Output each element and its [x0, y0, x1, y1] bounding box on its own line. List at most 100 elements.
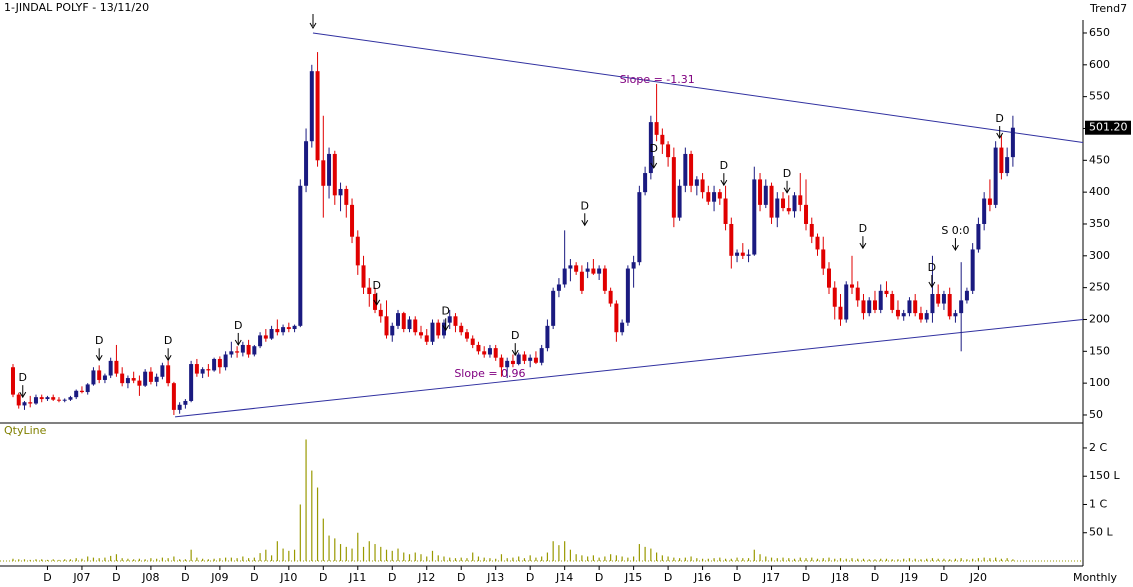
- x-tick-label: D: [802, 571, 810, 584]
- x-tick-label: D: [526, 571, 534, 584]
- x-tick-label: J15: [624, 571, 642, 584]
- candle-body: [28, 402, 33, 404]
- candle-body: [476, 344, 481, 352]
- y-tick-label: 100: [1089, 376, 1110, 389]
- signal-arrow-head: [650, 162, 658, 169]
- signal-label: D: [511, 329, 519, 342]
- candle-body: [763, 185, 768, 205]
- candle-body: [959, 300, 964, 314]
- signal-arrow-head: [373, 299, 381, 306]
- candle-body: [51, 397, 56, 400]
- candle-body: [401, 313, 406, 330]
- candle-body: [752, 179, 757, 255]
- y-tick-label: 450: [1089, 153, 1110, 166]
- signal-label: D: [581, 199, 589, 212]
- signal-arrow-head: [783, 187, 791, 194]
- candle-body: [424, 335, 429, 342]
- x-tick-label: J12: [417, 571, 435, 584]
- candle-body: [459, 325, 464, 333]
- y-tick-label: 1 C: [1089, 497, 1107, 510]
- candle-body: [982, 198, 987, 224]
- candle-body: [470, 338, 475, 345]
- candle-body: [827, 268, 832, 288]
- signal-label: D: [649, 142, 657, 155]
- candle-body: [568, 265, 573, 269]
- signal-arrow-head: [859, 242, 867, 250]
- x-tick-label: D: [457, 571, 465, 584]
- candle-body: [304, 141, 309, 186]
- signal-label: D: [95, 334, 103, 347]
- signal-arrow-head: [234, 339, 242, 346]
- candle-body: [338, 188, 343, 196]
- candle-body: [620, 322, 625, 333]
- candle-body: [39, 397, 44, 400]
- candle-body: [137, 380, 142, 386]
- candle-body: [746, 254, 751, 256]
- y-tick-label: 150 L: [1089, 469, 1120, 482]
- last-price-label: 501.20: [1089, 121, 1128, 134]
- signal-label: S 0:0: [941, 224, 969, 237]
- candle-body: [913, 300, 918, 314]
- candle-body: [499, 357, 504, 368]
- candle-body: [315, 71, 320, 161]
- candle-body: [332, 153, 337, 196]
- candle-body: [344, 188, 349, 205]
- candle-body: [1005, 157, 1010, 174]
- candle-body: [597, 268, 602, 274]
- candle-body: [16, 394, 21, 406]
- slope-label: Slope = -1.31: [620, 73, 695, 86]
- candle-body: [235, 351, 240, 353]
- candle-body: [895, 309, 900, 317]
- candle-body: [855, 287, 860, 301]
- x-tick-label: D: [733, 571, 741, 584]
- candle-body: [453, 316, 458, 326]
- x-tick-label: J14: [555, 571, 573, 584]
- candle-body: [217, 358, 222, 368]
- candle-body: [591, 268, 596, 274]
- y-tick-label: 650: [1089, 26, 1110, 39]
- candle-body: [45, 397, 50, 400]
- candle-body: [68, 397, 73, 400]
- signal-arrow-head: [928, 281, 936, 288]
- candle-body: [171, 383, 176, 410]
- candle-body: [361, 265, 366, 288]
- candle-body: [608, 290, 613, 304]
- candle-body: [849, 284, 854, 288]
- candle-body: [614, 303, 619, 333]
- candle-body: [396, 313, 401, 326]
- candle-body: [522, 354, 527, 361]
- signal-arrow-head: [442, 325, 450, 332]
- candle-body: [85, 384, 90, 393]
- candle-body: [91, 370, 96, 385]
- x-tick-label: J09: [210, 571, 228, 584]
- candle-body: [350, 204, 355, 237]
- signal-arrow-head: [581, 219, 589, 227]
- signal-label: D: [928, 261, 936, 274]
- candle-body: [482, 351, 487, 355]
- x-tick-label: J13: [486, 571, 504, 584]
- candle-body: [712, 192, 717, 202]
- candle-body: [884, 290, 889, 295]
- candle-body: [936, 294, 941, 304]
- candle-body: [625, 268, 630, 323]
- candle-body: [993, 147, 998, 205]
- candle-body: [183, 400, 188, 405]
- signal-label: D: [234, 319, 242, 332]
- candle-body: [671, 157, 676, 218]
- candle-body: [447, 316, 452, 323]
- y-tick-label: 300: [1089, 249, 1110, 262]
- signal-label: D: [441, 304, 449, 317]
- signal-arrow-head: [720, 179, 728, 187]
- candle-body: [861, 300, 866, 314]
- candle-body: [700, 179, 705, 193]
- x-tick-label: J11: [348, 571, 366, 584]
- y-tick-label: 200: [1089, 312, 1110, 325]
- candle-body: [286, 327, 291, 330]
- candle-body: [430, 322, 435, 342]
- candle-body: [545, 325, 550, 349]
- candle-body: [723, 198, 728, 224]
- signal-label: D: [164, 334, 172, 347]
- candle-body: [413, 319, 418, 333]
- candle-body: [729, 223, 734, 256]
